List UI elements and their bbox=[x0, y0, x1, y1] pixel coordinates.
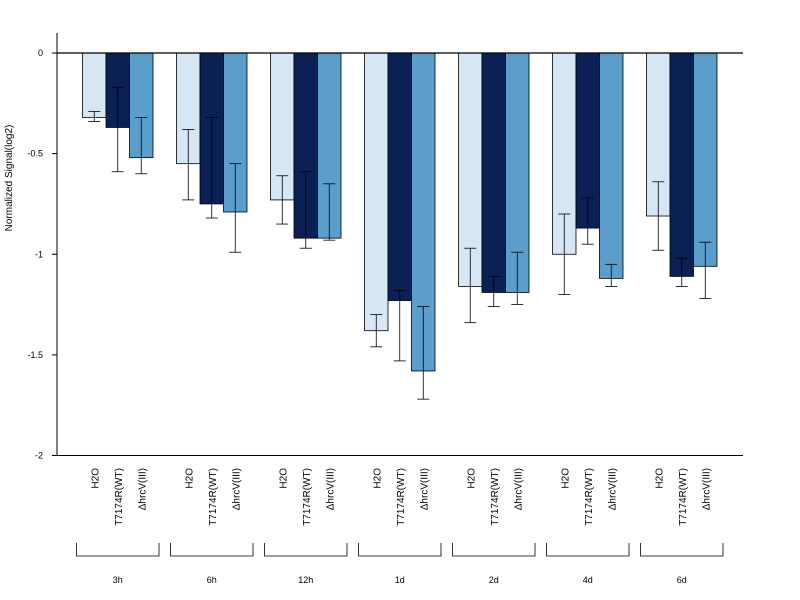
group-label: 2d bbox=[489, 575, 499, 585]
error-bar-6h-2 bbox=[229, 163, 242, 253]
category-label: ΔhrcV(III) bbox=[607, 468, 618, 510]
category-label: ΔhrcV(III) bbox=[137, 468, 148, 510]
group-bracket-6d bbox=[640, 543, 724, 557]
error-bar-1d-2 bbox=[417, 306, 430, 400]
category-label: H2O bbox=[466, 468, 477, 489]
error-bar-1d-0 bbox=[370, 314, 383, 348]
group-label: 3h bbox=[113, 575, 123, 585]
category-label: T7174R(WT) bbox=[396, 468, 407, 526]
bars-layer bbox=[82, 52, 718, 372]
error-bar-12h-2 bbox=[323, 183, 336, 241]
category-label: H2O bbox=[372, 468, 383, 489]
bar-2d-1 bbox=[481, 52, 506, 293]
error-bar-12h-0 bbox=[276, 175, 289, 225]
category-label: H2O bbox=[560, 468, 571, 489]
category-label: H2O bbox=[184, 468, 195, 489]
group-bracket-4d bbox=[546, 543, 630, 557]
error-bar-4d-0 bbox=[558, 213, 571, 295]
y-axis-label: Normalized Signal(log2) bbox=[4, 125, 15, 232]
category-label: ΔhrcV(III) bbox=[325, 468, 336, 510]
group-label: 4d bbox=[583, 575, 593, 585]
bar-6d-2 bbox=[693, 52, 718, 267]
error-bar-12h-1 bbox=[299, 171, 312, 249]
group-brackets: 3h 6h 12h 1d 2d 4d 6d bbox=[76, 543, 724, 585]
group-bracket-1d bbox=[358, 543, 442, 557]
group-bracket-6h bbox=[170, 543, 254, 557]
error-bar-3h-0 bbox=[88, 110, 101, 122]
category-label: ΔhrcV(III) bbox=[701, 468, 712, 510]
bar-1d-0 bbox=[364, 52, 389, 332]
group-bracket-3h bbox=[76, 543, 160, 557]
bar-3h-0 bbox=[82, 52, 107, 118]
y-tick-label: -0.5 bbox=[27, 149, 43, 159]
y-axis: 0 -0.5 -1 -1.5 -2 bbox=[27, 32, 743, 461]
category-label: T7174R(WT) bbox=[678, 468, 689, 526]
group-label: 12h bbox=[298, 575, 313, 585]
category-label: T7174R(WT) bbox=[114, 468, 125, 526]
category-label: ΔhrcV(III) bbox=[419, 468, 430, 510]
category-label: H2O bbox=[278, 468, 289, 489]
error-bar-4d-1 bbox=[581, 197, 594, 245]
category-label: ΔhrcV(III) bbox=[231, 468, 242, 510]
error-bar-3h-1 bbox=[111, 86, 124, 173]
error-bar-6d-0 bbox=[652, 181, 665, 251]
group-label: 6h bbox=[207, 575, 217, 585]
error-bar-6d-2 bbox=[699, 241, 712, 299]
bar-1d-1 bbox=[387, 52, 412, 301]
x-category-labels: H2O T7174R(WT) ΔhrcV(III) H2O T7174R(WT) Δhrc… bbox=[90, 468, 712, 526]
group-label: 1d bbox=[395, 575, 405, 585]
y-tick-label: -2 bbox=[35, 451, 43, 461]
error-bars-layer bbox=[88, 86, 712, 400]
group-bracket-2d bbox=[452, 543, 536, 557]
bar-6d-1 bbox=[669, 52, 694, 277]
category-label: T7174R(WT) bbox=[584, 468, 595, 526]
category-label: H2O bbox=[90, 468, 101, 489]
category-label: T7174R(WT) bbox=[208, 468, 219, 526]
error-bar-6d-1 bbox=[675, 257, 688, 287]
error-bar-1d-1 bbox=[393, 290, 406, 362]
category-label: T7174R(WT) bbox=[490, 468, 501, 526]
group-bracket-12h bbox=[264, 543, 348, 557]
category-label: ΔhrcV(III) bbox=[513, 468, 524, 510]
error-bar-4d-2 bbox=[605, 263, 618, 287]
category-label: T7174R(WT) bbox=[302, 468, 313, 526]
y-tick-label: -1 bbox=[35, 249, 43, 259]
error-bar-6h-0 bbox=[182, 129, 195, 201]
error-bar-2d-1 bbox=[487, 275, 500, 307]
bar-4d-2 bbox=[599, 52, 624, 279]
y-tick-label: 0 bbox=[38, 48, 43, 58]
category-label: H2O bbox=[654, 468, 665, 489]
error-bar-6h-1 bbox=[205, 117, 218, 219]
error-bar-2d-0 bbox=[464, 247, 477, 324]
error-bar-3h-2 bbox=[135, 117, 148, 175]
group-label: 6d bbox=[677, 575, 687, 585]
error-bar-2d-2 bbox=[511, 251, 524, 305]
y-tick-label: -1.5 bbox=[27, 350, 43, 360]
